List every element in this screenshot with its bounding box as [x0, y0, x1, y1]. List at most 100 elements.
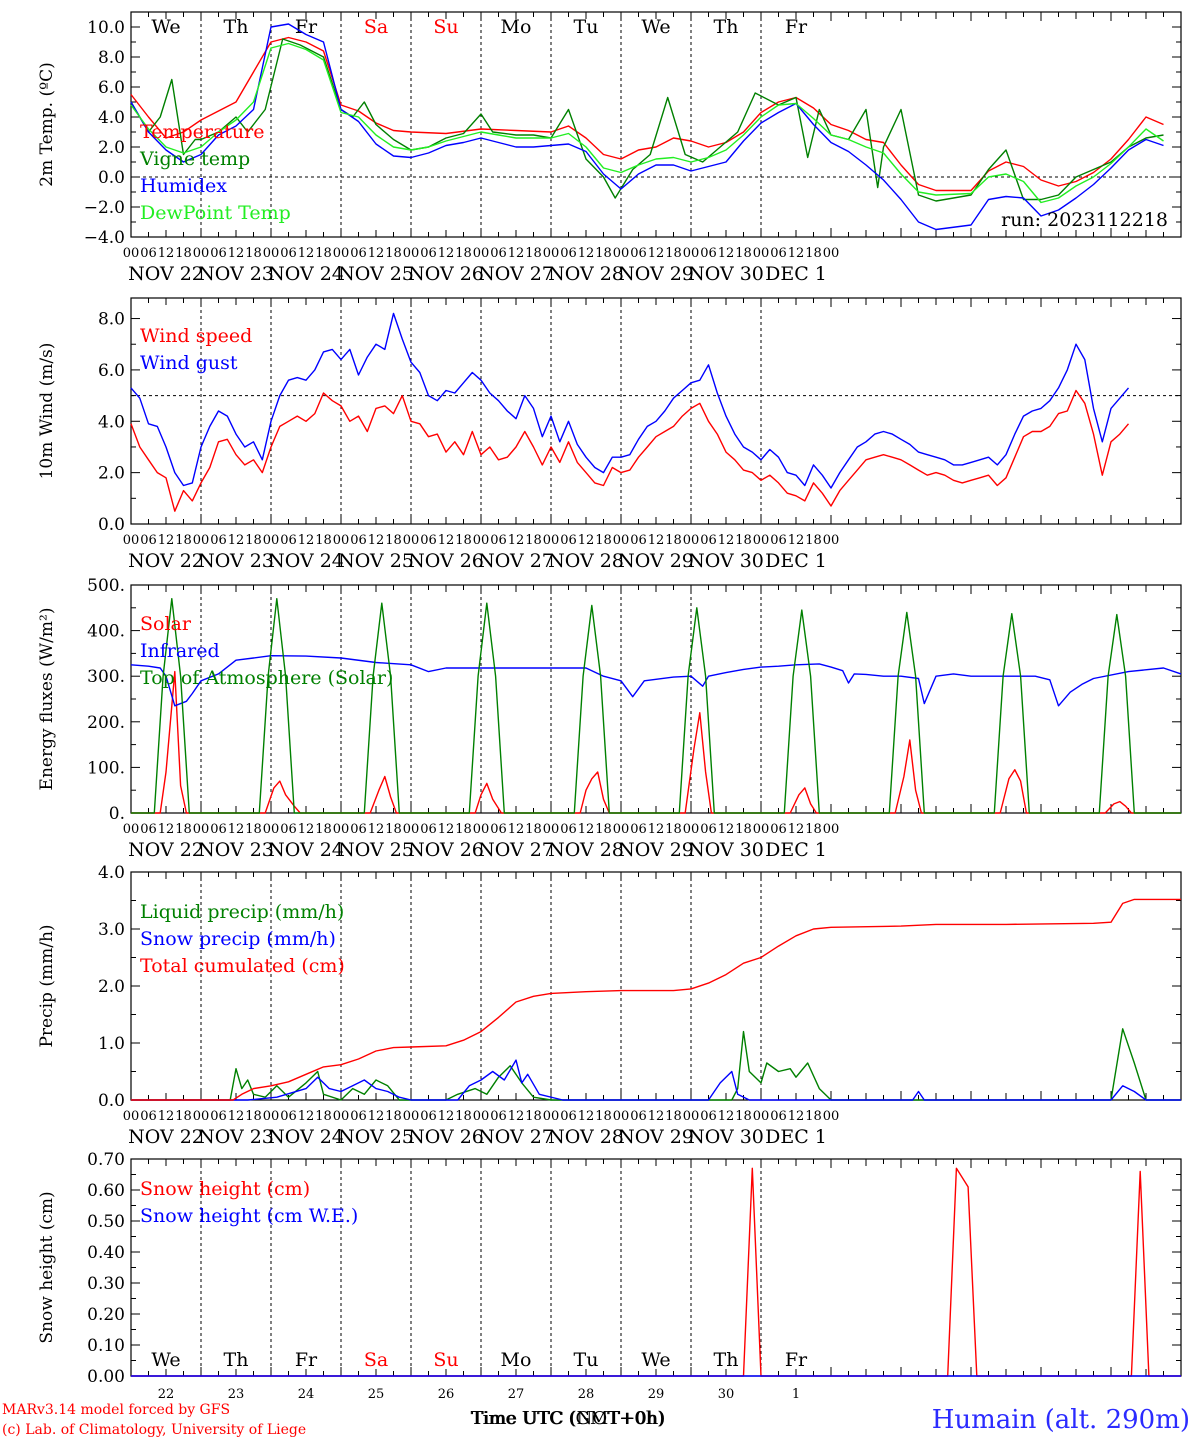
hour-tick-label: 00	[333, 246, 350, 261]
hour-tick-label: 18	[805, 1109, 822, 1124]
hour-tick-label: 00	[123, 1109, 140, 1124]
date-label: NOV 25	[338, 1126, 414, 1148]
weekday-label: Th	[714, 16, 739, 38]
hour-tick-label: 12	[438, 1109, 455, 1124]
hour-tick-label: 12	[578, 533, 595, 548]
legend-entry: Snow height (cm)	[140, 1178, 310, 1200]
hour-tick-label: 06	[350, 246, 367, 261]
legend-entry: Wind gust	[140, 352, 238, 374]
hour-tick-label: 18	[245, 533, 262, 548]
date-label: NOV 23	[198, 1126, 274, 1148]
hour-tick-label: 12	[438, 246, 455, 261]
y-tick-label: 200.	[87, 713, 125, 733]
hour-tick-label: 12	[508, 822, 525, 837]
weekday-label: Su	[433, 1349, 458, 1371]
hour-tick-label: 06	[630, 246, 647, 261]
hour-tick-label: 12	[158, 246, 175, 261]
hour-tick-label: 12	[158, 1109, 175, 1124]
hour-tick-label: 18	[805, 246, 822, 261]
legend-entry: Wind speed	[140, 325, 252, 347]
hour-tick-label: 18	[455, 533, 472, 548]
y-axis-title: Precip (mm/h)	[37, 924, 57, 1047]
hour-tick-label: 06	[210, 533, 227, 548]
y-tick-label: 4.0	[98, 412, 125, 432]
weekday-label: We	[641, 1349, 670, 1371]
hour-tick-label: 18	[315, 533, 332, 548]
legend-entry: Top of Atmosphere (Solar)	[140, 667, 393, 689]
date-label: DEC 1	[765, 550, 827, 572]
y-axis-title: Snow height (cm)	[37, 1191, 57, 1343]
y-tick-label: 2.0	[98, 464, 125, 484]
legend-entry: Humidex	[140, 175, 227, 197]
series-snow-height-cm	[131, 1167, 1181, 1377]
series-dewpoint-temp	[130, 42, 1164, 204]
y-axis-title: 2m Temp. (ºC)	[37, 62, 57, 187]
hour-tick-label: 12	[788, 533, 805, 548]
date-label: NOV 26	[408, 1126, 484, 1148]
date-label: NOV 29	[618, 263, 694, 285]
y-tick-label: 6.0	[98, 361, 125, 381]
hour-tick-label: 00	[193, 246, 210, 261]
hour-tick-label: 06	[770, 533, 787, 548]
y-tick-label: 400.	[87, 622, 125, 642]
hour-tick-label: 12	[578, 246, 595, 261]
y-tick-label: 10.0	[87, 18, 125, 38]
date-label: NOV 25	[338, 550, 414, 572]
hour-tick-label: 18	[525, 533, 542, 548]
y-tick-label: 0.30	[87, 1274, 125, 1294]
hour-tick-label: 12	[718, 822, 735, 837]
hour-tick-label: 12	[228, 822, 245, 837]
date-label: NOV 29	[618, 839, 694, 861]
series-top-of-atmosphere-solar	[131, 598, 1181, 814]
series-vigne-temp	[130, 38, 1164, 202]
hour-tick-label: 00	[683, 533, 700, 548]
y-tick-label: 0.0	[98, 1091, 125, 1111]
date-label: NOV 30	[688, 263, 764, 285]
hour-tick-label: 12	[368, 822, 385, 837]
hour-tick-label: 18	[385, 533, 402, 548]
date-label: NOV 26	[408, 550, 484, 572]
hour-tick-label: 06	[140, 246, 157, 261]
day-number-label: 26	[438, 1387, 455, 1402]
hour-tick-label: 06	[770, 1109, 787, 1124]
hour-tick-label: 06	[490, 246, 507, 261]
hour-tick-label: 12	[718, 1109, 735, 1124]
hour-tick-label: 00	[123, 822, 140, 837]
legend-entry: Infrared	[140, 640, 220, 662]
date-label: NOV 30	[688, 839, 764, 861]
x-axis-label-overprint: Time UTC (NOT+0h)	[472, 1408, 665, 1429]
date-label: NOV 27	[478, 550, 554, 572]
hour-tick-label: 12	[718, 533, 735, 548]
y-tick-label: 4.0	[98, 863, 125, 883]
panel-5: 0.70 0.60 0.50 0.40 0.30 0.20 0.10 0.00 Snow hei…	[37, 1150, 1182, 1402]
legend-entry: DewPoint Temp	[140, 202, 291, 224]
y-tick-label: 0.	[109, 804, 125, 824]
hour-tick-label: 00	[263, 822, 280, 837]
day-number-label: 23	[228, 1387, 245, 1402]
hour-tick-label: 18	[245, 246, 262, 261]
hour-tick-label: 06	[490, 822, 507, 837]
hour-tick-label: 00	[753, 822, 770, 837]
hour-tick-label: 18	[315, 822, 332, 837]
legend-entry: Vigne temp	[139, 148, 250, 170]
hour-tick-label: 00	[683, 822, 700, 837]
hour-tick-label: 06	[280, 1109, 297, 1124]
hour-tick-label: 18	[525, 822, 542, 837]
hour-tick-label: 18	[595, 246, 612, 261]
hour-tick-label: 18	[665, 1109, 682, 1124]
y-tick-label: 2.0	[98, 138, 125, 158]
hour-tick-label: 12	[298, 246, 315, 261]
hour-tick-label: 06	[280, 246, 297, 261]
hour-tick-label: 00	[823, 1109, 840, 1124]
hour-tick-label: 00	[613, 246, 630, 261]
hour-tick-label: 18	[455, 1109, 472, 1124]
panel-frame	[130, 584, 1182, 814]
date-label: NOV 30	[688, 1126, 764, 1148]
hour-tick-label: 12	[368, 246, 385, 261]
hour-tick-label: 18	[665, 246, 682, 261]
hour-tick-label: 12	[158, 822, 175, 837]
station-label: Humain (alt. 290m)	[932, 1405, 1190, 1435]
hour-tick-label: 00	[193, 1109, 210, 1124]
